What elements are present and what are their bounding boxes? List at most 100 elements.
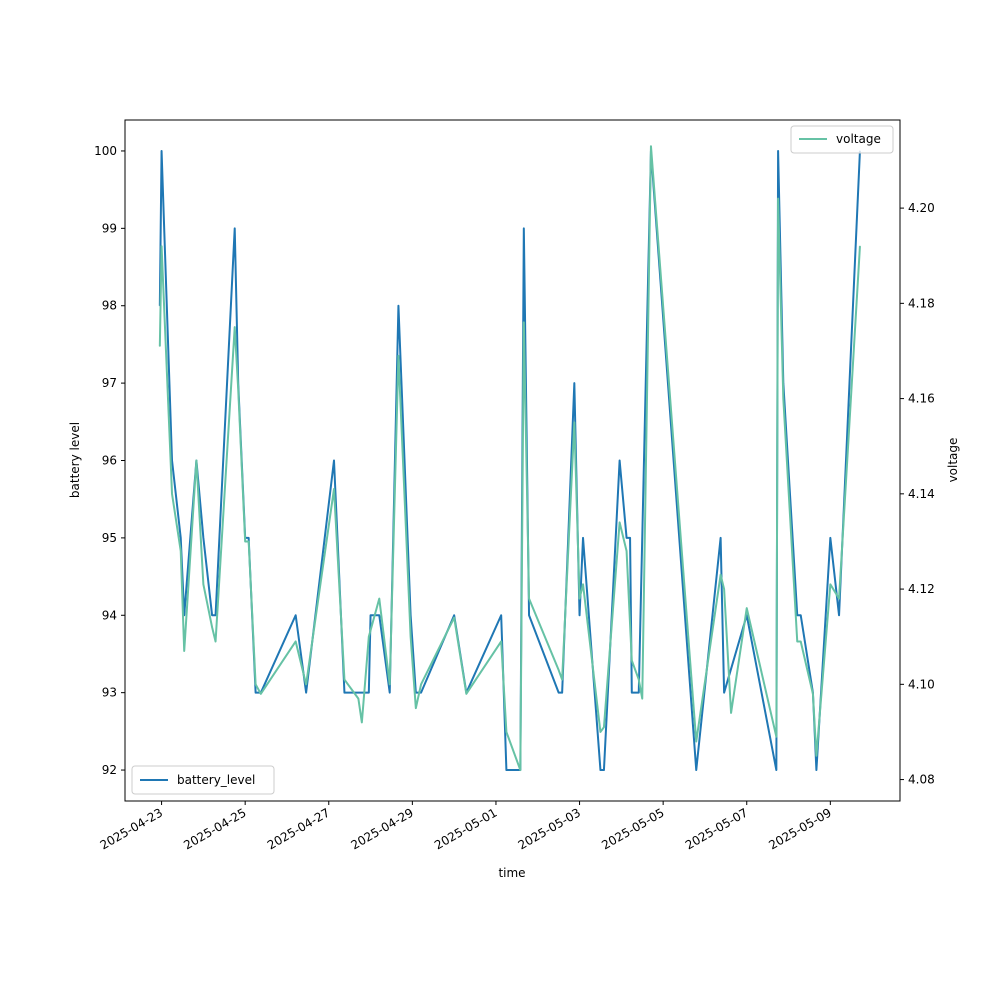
right-y-axis-ticks: 4.08 4.10 4.12 4.14 4.16 4.18 4.20 [900, 201, 935, 787]
data-point-battery-level [528, 614, 530, 616]
data-point-battery-level [800, 614, 802, 616]
data-point-voltage [397, 355, 400, 357]
data-point-battery-level [625, 537, 628, 539]
data-point-battery-level [720, 537, 722, 539]
data-point-battery-level [695, 769, 697, 771]
left-y-tick-label: 100 [94, 144, 117, 158]
right-y-tick-label: 4.10 [908, 677, 935, 691]
data-point-voltage [619, 521, 621, 524]
data-point-battery-level [777, 150, 779, 152]
left-y-tick-label: 92 [102, 763, 117, 777]
axes-background [125, 120, 900, 801]
legend-box [790, 125, 894, 154]
data-point-voltage [453, 617, 455, 619]
data-point-voltage [357, 698, 359, 700]
data-point-battery-level [723, 692, 725, 694]
left-y-tick-label: 97 [102, 376, 117, 390]
data-point-voltage [573, 421, 575, 423]
data-point-voltage [171, 493, 173, 495]
data-point-battery-level [603, 769, 605, 771]
legend-label-voltage: voltage [836, 132, 881, 146]
data-point-voltage [775, 736, 777, 738]
data-point-voltage [812, 693, 814, 695]
legend-box [131, 765, 275, 795]
data-point-voltage [815, 755, 818, 757]
data-point-battery-level [829, 537, 831, 539]
data-point-voltage [389, 683, 391, 685]
left-y-axis-ticks: 92 93 94 95 96 97 98 99 100 [94, 144, 125, 777]
left-y-tick-label: 95 [102, 531, 117, 545]
data-point-battery-level [558, 692, 560, 694]
data-point-battery-level [815, 769, 818, 771]
data-point-voltage [333, 488, 335, 490]
data-point-voltage [523, 321, 525, 323]
data-point-battery-level [295, 614, 297, 616]
data-point-battery-level [599, 769, 602, 771]
data-point-voltage [505, 731, 507, 733]
data-point-battery-level [397, 305, 400, 307]
data-point-voltage [800, 640, 802, 643]
data-point-voltage [248, 540, 250, 543]
data-point-battery-level [500, 614, 502, 616]
right-y-tick-label: 4.08 [908, 773, 935, 787]
left-y-tick-label: 93 [102, 686, 117, 700]
data-point-voltage [625, 550, 628, 552]
data-point-voltage [295, 640, 297, 643]
data-point-battery-level [775, 769, 777, 771]
data-point-battery-level [378, 614, 380, 616]
data-point-voltage [796, 640, 798, 643]
right-y-tick-label: 4.12 [908, 582, 935, 596]
data-point-voltage [378, 598, 380, 600]
data-point-voltage [180, 550, 182, 552]
data-point-battery-level [629, 537, 631, 539]
data-point-voltage [859, 245, 861, 247]
data-point-battery-level [202, 537, 204, 539]
legend-label-battery-level: battery_level [177, 773, 255, 787]
data-point-battery-level [578, 614, 581, 616]
left-y-tick-label: 99 [102, 221, 117, 235]
data-point-battery-level [453, 614, 455, 616]
data-point-voltage [603, 726, 605, 728]
left-y-axis-label: battery level [68, 422, 82, 498]
right-y-tick-label: 4.20 [908, 201, 935, 215]
data-point-voltage [420, 683, 422, 685]
data-point-voltage [519, 769, 521, 771]
x-axis-label: time [498, 866, 525, 880]
data-point-battery-level [796, 614, 798, 616]
data-point-voltage [638, 678, 640, 681]
data-point-voltage [234, 326, 236, 328]
data-point-voltage [465, 693, 467, 695]
data-point-battery-level [838, 614, 840, 616]
data-point-battery-level [389, 692, 391, 694]
left-y-tick-label: 96 [102, 454, 117, 468]
data-point-voltage [650, 145, 652, 147]
data-point-voltage [723, 588, 725, 590]
data-point-battery-level [160, 150, 163, 152]
data-point-voltage [582, 583, 584, 585]
data-point-voltage [777, 197, 779, 200]
data-point-battery-level [638, 692, 640, 694]
data-point-voltage [343, 678, 346, 681]
plot-area [125, 120, 900, 801]
right-y-tick-label: 4.16 [908, 392, 935, 406]
data-point-voltage [159, 345, 161, 347]
data-point-voltage [361, 721, 363, 724]
data-point-battery-level [505, 769, 507, 771]
data-point-battery-level [343, 692, 346, 694]
data-point-battery-level [255, 692, 257, 694]
data-point-battery-level [180, 537, 182, 539]
data-point-voltage [720, 574, 722, 576]
data-point-battery-level [171, 459, 173, 462]
data-point-voltage [528, 598, 530, 600]
data-point-voltage [195, 459, 197, 462]
data-point-battery-level [234, 227, 236, 229]
data-point-voltage [202, 583, 204, 585]
data-point-voltage [368, 636, 370, 638]
data-point-battery-level [523, 227, 525, 229]
data-point-battery-level [369, 614, 372, 616]
data-point-battery-level [305, 692, 307, 694]
data-point-voltage [746, 607, 748, 609]
data-point-voltage [838, 598, 840, 600]
data-point-battery-level [333, 459, 335, 462]
